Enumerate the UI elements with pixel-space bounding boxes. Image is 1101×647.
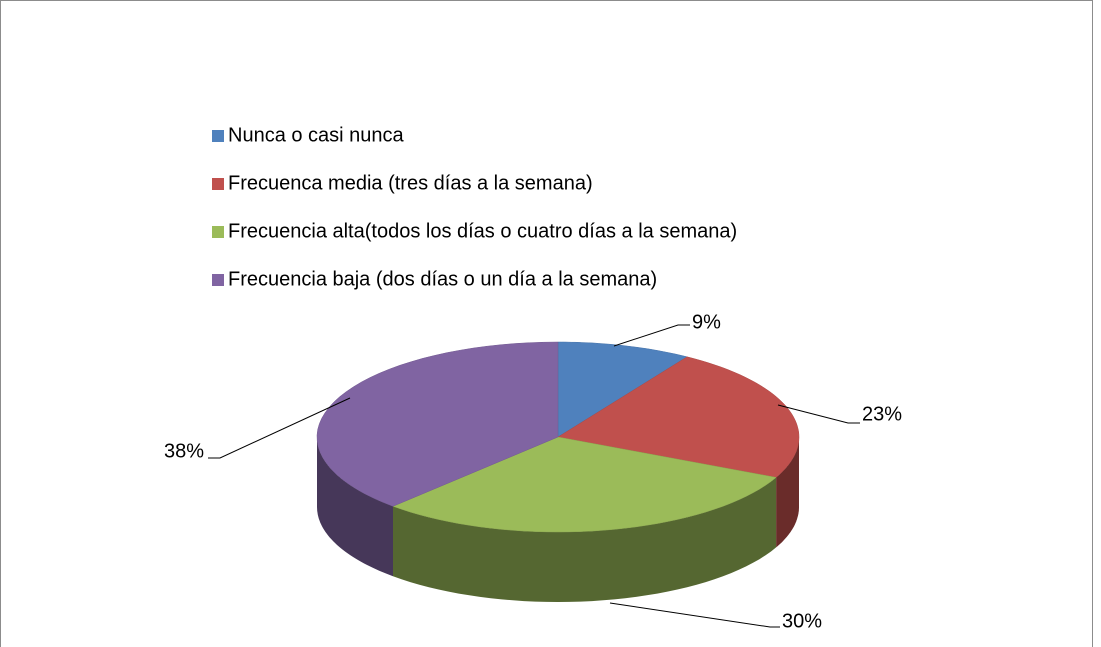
legend-swatch [212, 226, 224, 238]
pie-slice-side [776, 437, 799, 548]
pie-slice-side [393, 477, 777, 602]
leader-line [777, 404, 860, 424]
legend-label: Nunca o casi nunca [228, 124, 405, 146]
data-label: 38% [164, 440, 204, 462]
legend-label: Frecuenca media (tres días a la semana) [228, 172, 593, 194]
leader-line [208, 397, 351, 459]
legend-swatch [212, 130, 224, 142]
data-label: 9% [692, 311, 721, 333]
pie-slice [392, 436, 777, 533]
legend-swatch [212, 178, 224, 190]
pie-slice [316, 341, 559, 507]
pie-slice [557, 356, 800, 478]
pie-slice [557, 341, 688, 438]
legend-label: Frecuencia alta(todos los días o cuatro … [228, 220, 737, 242]
leader-line [609, 602, 780, 628]
pie-slice-side [317, 437, 393, 577]
legend-label: Frecuencia baja (dos días o un día a la … [228, 268, 657, 290]
leader-line [613, 324, 690, 347]
legend-swatch [212, 274, 224, 286]
data-label: 30% [782, 610, 822, 632]
data-label: 23% [862, 403, 902, 425]
